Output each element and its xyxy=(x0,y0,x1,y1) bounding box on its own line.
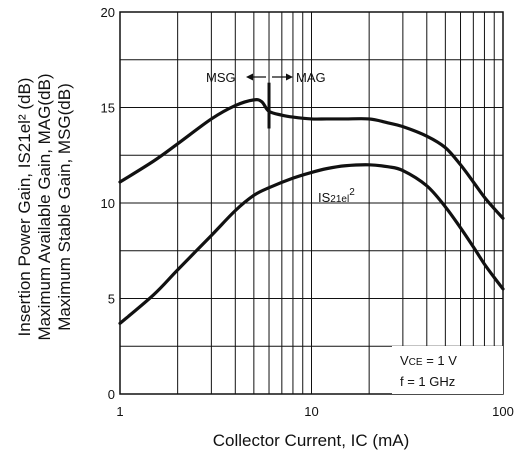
msg-mag-curve xyxy=(118,98,505,220)
msg-label: MSG xyxy=(206,70,236,85)
mag-arrow-head xyxy=(286,73,293,81)
mag-label: MAG xyxy=(296,70,326,85)
y-tick-label: 0 xyxy=(108,387,115,402)
plot-frame xyxy=(119,11,504,395)
y-tick-label: 10 xyxy=(101,196,115,211)
freq-condition: f = 1 GHz xyxy=(400,374,455,389)
series xyxy=(118,98,505,325)
y-tick-label: 5 xyxy=(108,292,115,307)
annotations: MSG MAG IS21el2 VCE = 1 V f = 1 GHz xyxy=(206,70,503,394)
x-tick-label: 10 xyxy=(304,404,318,419)
tick-labels: 1 10 100 0 5 10 15 20 xyxy=(101,5,514,419)
y-axis-title-line-1: Insertion Power Gain, IS21el² (dB) xyxy=(15,78,34,337)
x-tick-label: 1 xyxy=(116,404,123,419)
x-tick-label: 100 xyxy=(492,404,514,419)
y-tick-label: 20 xyxy=(101,5,115,20)
conditions-box xyxy=(392,346,503,394)
y-axis-title-line-2: Maximum Available Gain, MAG(dB) xyxy=(35,73,54,340)
y-tick-label: 15 xyxy=(101,101,115,116)
vce-condition: VCE = 1 V xyxy=(400,353,457,368)
axis-titles: Collector Current, IC (mA) Insertion Pow… xyxy=(15,73,409,450)
y-axis-title-line-3: Maximum Stable Gain, MSG(dB) xyxy=(55,83,74,331)
s21-curve-label: IS21el2 xyxy=(318,187,355,205)
x-axis-title: Collector Current, IC (mA) xyxy=(213,431,409,450)
grid xyxy=(119,11,504,395)
s21-curve xyxy=(118,163,505,325)
msg-arrow-head xyxy=(246,73,253,81)
